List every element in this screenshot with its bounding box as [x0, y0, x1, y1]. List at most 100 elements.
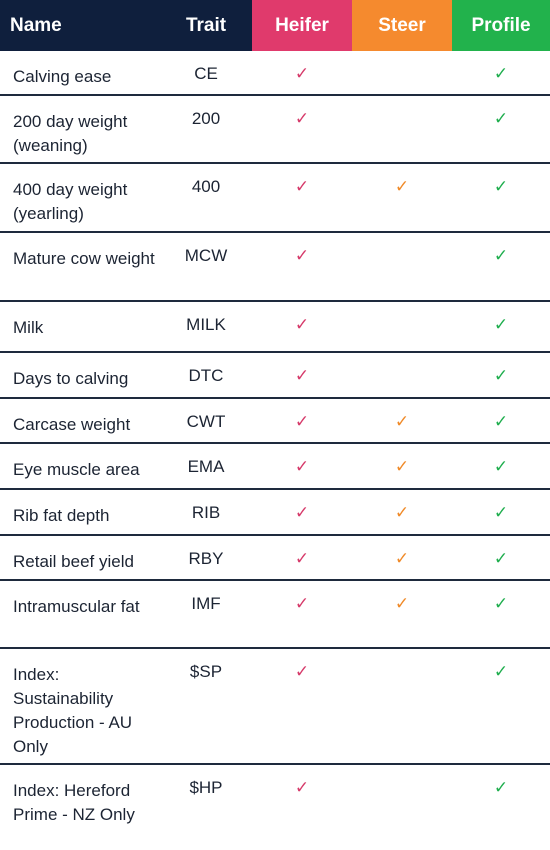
- heifer-cell: ✓: [252, 536, 352, 579]
- header-trait: Trait: [185, 14, 227, 36]
- trait-code-cell: IMF: [191, 594, 221, 613]
- profile-cell: ✓: [452, 490, 550, 534]
- steer-cell: ✓: [352, 581, 452, 647]
- profile-cell: ✓: [452, 96, 550, 162]
- table-row: Rib fat depth RIB ✓ ✓ ✓: [0, 490, 550, 536]
- heifer-cell: ✓: [252, 581, 352, 647]
- heifer-check-icon: ✓: [294, 177, 310, 196]
- profile-check-icon: ✓: [493, 315, 509, 334]
- profile-check-icon: ✓: [493, 246, 509, 265]
- table-row: Milk MILK ✓ ✓: [0, 302, 550, 353]
- trait-name-cell: 400 day weight (yearling): [13, 180, 128, 223]
- trait-name-cell: Rib fat depth: [13, 506, 110, 525]
- profile-check-icon: ✓: [493, 64, 509, 83]
- steer-check-icon: ✓: [394, 177, 410, 196]
- trait-code-cell: CWT: [186, 412, 226, 431]
- table-header: Name Trait Heifer Steer Profile: [0, 0, 550, 51]
- trait-code-cell: DTC: [188, 366, 224, 385]
- table-row: Calving ease CE ✓ ✓: [0, 51, 550, 96]
- trait-code-cell: $SP: [189, 662, 223, 681]
- steer-check-icon: ✓: [394, 549, 410, 568]
- heifer-check-icon: ✓: [294, 457, 310, 476]
- heifer-check-icon: ✓: [294, 109, 310, 128]
- heifer-check-icon: ✓: [294, 315, 310, 334]
- trait-name-cell: Intramuscular fat: [13, 597, 140, 616]
- trait-code-cell: MCW: [184, 246, 228, 265]
- heifer-check-icon: ✓: [294, 366, 310, 385]
- heifer-check-icon: ✓: [294, 778, 310, 797]
- trait-code-cell: 400: [191, 177, 221, 196]
- heifer-cell: ✓: [252, 649, 352, 763]
- profile-check-icon: ✓: [493, 662, 509, 681]
- trait-code-cell: MILK: [186, 315, 226, 334]
- table-row: Retail beef yield RBY ✓ ✓ ✓: [0, 536, 550, 581]
- profile-check-icon: ✓: [493, 366, 509, 385]
- steer-cell: [352, 353, 452, 397]
- table-row: Eye muscle area EMA ✓ ✓ ✓: [0, 444, 550, 490]
- heifer-cell: ✓: [252, 96, 352, 162]
- trait-name-cell: Milk: [13, 318, 44, 337]
- steer-cell: [352, 765, 452, 838]
- heifer-cell: ✓: [252, 51, 352, 94]
- trait-name-cell: 200 day weight (weaning): [13, 112, 128, 155]
- steer-cell: [352, 51, 452, 94]
- trait-name-cell: Calving ease: [13, 67, 112, 86]
- profile-cell: ✓: [452, 51, 550, 94]
- profile-check-icon: ✓: [493, 109, 509, 128]
- heifer-check-icon: ✓: [294, 503, 310, 522]
- steer-cell: ✓: [352, 444, 452, 488]
- profile-cell: ✓: [452, 444, 550, 488]
- steer-check-icon: ✓: [394, 412, 410, 431]
- table-row: Index: Sustainability Production - AU On…: [0, 649, 550, 765]
- header-steer: Steer: [352, 0, 452, 51]
- profile-check-icon: ✓: [493, 778, 509, 797]
- heifer-cell: ✓: [252, 233, 352, 300]
- profile-cell: ✓: [452, 765, 550, 838]
- heifer-check-icon: ✓: [294, 64, 310, 83]
- profile-cell: ✓: [452, 581, 550, 647]
- table-row: Carcase weight CWT ✓ ✓ ✓: [0, 399, 550, 444]
- heifer-cell: ✓: [252, 444, 352, 488]
- trait-name-cell: Eye muscle area: [13, 460, 140, 479]
- trait-name-cell: Carcase weight: [13, 415, 131, 434]
- trait-name-cell: Index: Sustainability Production - AU On…: [13, 665, 133, 756]
- table-row: Mature cow weight MCW ✓ ✓: [0, 233, 550, 302]
- table-row: Index: Hereford Prime - NZ Only $HP ✓ ✓: [0, 765, 550, 838]
- trait-code-cell: RBY: [188, 549, 224, 568]
- profile-check-icon: ✓: [493, 503, 509, 522]
- steer-check-icon: ✓: [394, 457, 410, 476]
- trait-name-cell: Mature cow weight: [13, 249, 155, 268]
- heifer-cell: ✓: [252, 353, 352, 397]
- steer-cell: [352, 649, 452, 763]
- trait-code-cell: CE: [194, 64, 218, 83]
- profile-cell: ✓: [452, 233, 550, 300]
- heifer-cell: ✓: [252, 164, 352, 231]
- profile-check-icon: ✓: [493, 412, 509, 431]
- profile-cell: ✓: [452, 302, 550, 351]
- steer-cell: ✓: [352, 399, 452, 442]
- trait-code-cell: RIB: [191, 503, 221, 522]
- table-body: Calving ease CE ✓ ✓ 200 day weight (weaning)…: [0, 51, 550, 838]
- heifer-check-icon: ✓: [294, 412, 310, 431]
- trait-name-cell: Retail beef yield: [13, 552, 134, 571]
- heifer-cell: ✓: [252, 302, 352, 351]
- table-row: 200 day weight (weaning) 200 ✓ ✓: [0, 96, 550, 164]
- trait-name-cell: Index: Hereford Prime - NZ Only: [13, 781, 135, 824]
- steer-cell: ✓: [352, 536, 452, 579]
- trait-code-cell: $HP: [189, 778, 223, 797]
- profile-cell: ✓: [452, 649, 550, 763]
- table-row: Days to calving DTC ✓ ✓: [0, 353, 550, 399]
- steer-check-icon: ✓: [394, 503, 410, 522]
- heifer-check-icon: ✓: [294, 662, 310, 681]
- profile-cell: ✓: [452, 399, 550, 442]
- table-row: 400 day weight (yearling) 400 ✓ ✓ ✓: [0, 164, 550, 233]
- header-name: Name: [10, 14, 62, 36]
- table-row: Intramuscular fat IMF ✓ ✓ ✓: [0, 581, 550, 649]
- trait-code-cell: EMA: [187, 457, 225, 476]
- heifer-cell: ✓: [252, 765, 352, 838]
- heifer-check-icon: ✓: [294, 246, 310, 265]
- header-heifer: Heifer: [252, 0, 352, 51]
- heifer-check-icon: ✓: [294, 549, 310, 568]
- heifer-cell: ✓: [252, 399, 352, 442]
- steer-cell: [352, 233, 452, 300]
